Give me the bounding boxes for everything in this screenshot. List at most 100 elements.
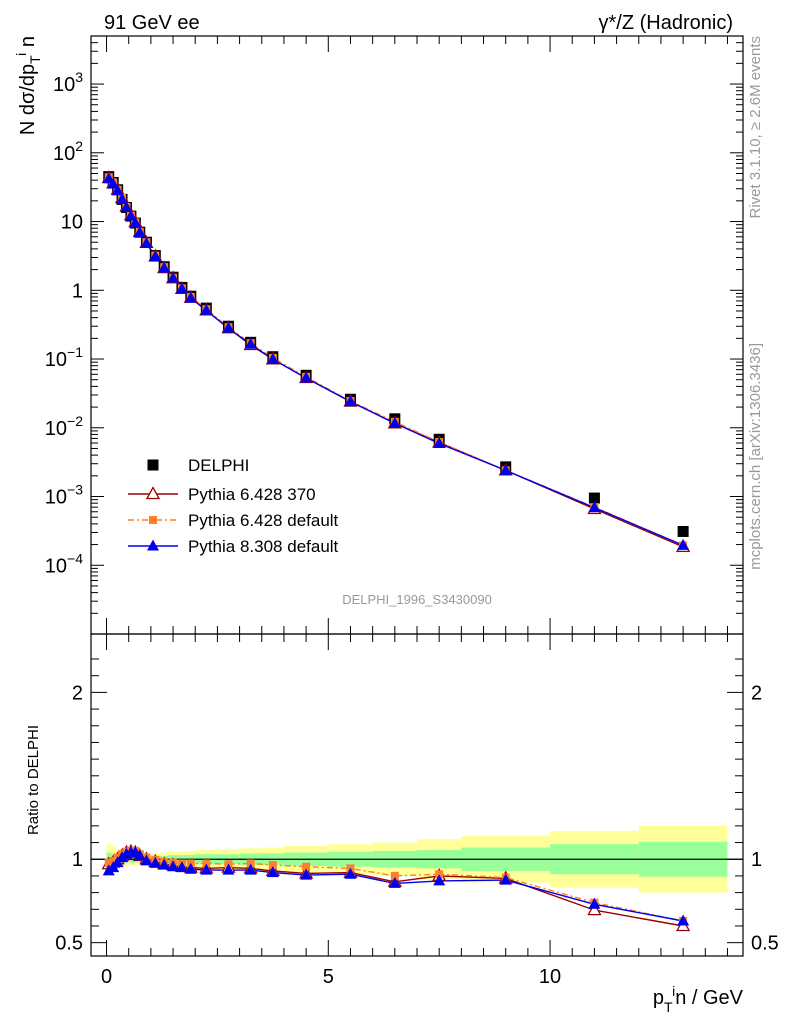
main-y-tick-label: 10 — [61, 212, 83, 234]
data-point — [677, 538, 690, 550]
legend: DELPHI Pythia 6.428 370 Pythia 6.428 defau… — [128, 456, 339, 556]
data-point — [222, 321, 235, 333]
data-point — [167, 271, 180, 283]
legend-label: Pythia 6.428 370 — [188, 485, 316, 504]
ratio-point — [300, 868, 313, 880]
x-tick-label: 5 — [323, 966, 334, 988]
data-point — [149, 250, 162, 262]
main-y-tick-label: 103 — [53, 69, 83, 96]
mcplots-label: mcplots.cern.ch [arXiv:1306.3436] — [747, 343, 764, 570]
tick-exponent: 3 — [75, 69, 83, 85]
tick-exponent: −2 — [67, 413, 83, 429]
ratio-point — [109, 856, 118, 865]
data-point — [124, 209, 137, 221]
data-point — [499, 463, 512, 475]
ratio-point — [588, 897, 601, 909]
tick-base: 10 — [53, 74, 75, 96]
data-point — [388, 416, 401, 428]
main-y-tick-label: 10−2 — [45, 413, 83, 440]
main-panel: DELPHI_1996_S3430090 10−410−310−210−1110… — [45, 35, 744, 635]
data-point — [266, 352, 279, 364]
ratio-point — [266, 866, 279, 878]
x-tick-label: 10 — [539, 966, 561, 988]
data-point — [588, 501, 601, 513]
ratio-point — [587, 902, 602, 916]
data-point — [133, 226, 146, 238]
ratio-point — [677, 914, 690, 926]
tick-base: 10 — [45, 418, 67, 440]
ratio-point — [200, 863, 213, 875]
legend-label: Pythia 6.428 default — [188, 511, 339, 530]
tick-base: 10 — [45, 555, 67, 577]
analysis-watermark: DELPHI_1996_S3430090 — [342, 592, 492, 607]
data-point — [677, 525, 689, 537]
data-point — [184, 291, 197, 303]
ratio-point — [184, 862, 197, 874]
main-y-tick-label: 10−4 — [45, 550, 83, 577]
x-tick-label: 0 — [101, 966, 112, 988]
legend-label: Pythia 8.308 default — [188, 537, 339, 556]
ratio-frame — [90, 633, 744, 957]
data-point — [200, 303, 213, 315]
ratio-point — [222, 863, 235, 875]
main-y-tick-label: 10−3 — [45, 482, 83, 509]
tick-exponent: −3 — [67, 482, 83, 498]
ratio-axes: 0 5 10 0.5 0.5 1 1 2 2 — [55, 634, 779, 988]
ratio-y-tick-label-left: 0.5 — [55, 933, 83, 955]
ratio-y-tick-label-right: 0.5 — [751, 933, 779, 955]
header-left: 91 GeV ee — [104, 12, 200, 34]
data-point — [107, 177, 120, 189]
data-point — [158, 261, 171, 273]
ratio-y-tick-label-left: 2 — [72, 682, 83, 704]
ratio-point — [244, 863, 257, 875]
rivet-version-label: Rivet 3.1.10, ≥ 2.6M events — [747, 36, 764, 219]
tick-base: 10 — [45, 487, 67, 509]
ratio-markers-2 — [102, 846, 690, 926]
ratio-point — [149, 856, 162, 868]
legend-marker — [149, 516, 157, 524]
ratio-point — [390, 871, 399, 880]
tick-exponent: −1 — [67, 344, 83, 360]
x-axis-label: pTin / GeV — [653, 983, 744, 1015]
main-y-tick-label: 10−1 — [45, 344, 83, 371]
data-point — [300, 371, 313, 383]
ratio-point — [158, 858, 171, 870]
legend-marker — [145, 486, 161, 500]
ratio-point — [388, 876, 401, 888]
ratio-point — [202, 859, 211, 868]
main-y-tick-label: 1 — [72, 280, 83, 302]
ratio-point — [435, 870, 444, 879]
ratio-point — [140, 854, 153, 866]
legend-marker — [147, 459, 159, 471]
data-point — [344, 395, 357, 407]
data-point — [116, 192, 129, 204]
tick-base: 10 — [61, 212, 83, 234]
ratio-point — [499, 873, 512, 885]
tick-base: 1 — [72, 280, 83, 302]
data-point — [433, 437, 446, 449]
ratio-point — [246, 859, 255, 868]
ratio-point — [302, 862, 311, 871]
ratio-point — [344, 867, 357, 879]
tick-base: 10 — [45, 349, 67, 371]
main-y-axis-label: N dσ/dpTi n — [13, 36, 43, 135]
ratio-point — [433, 874, 446, 886]
ratio-y-tick-label-right: 1 — [751, 849, 762, 871]
data-point — [140, 236, 153, 248]
ratio-series — [101, 843, 691, 932]
ratio-point — [133, 849, 146, 861]
tick-exponent: −4 — [67, 550, 83, 566]
ratio-point — [167, 860, 180, 872]
tick-base: 10 — [53, 143, 75, 165]
data-point — [244, 337, 257, 349]
main-series — [101, 170, 691, 553]
ratio-point — [268, 861, 277, 870]
ratio-y-tick-label-right: 2 — [751, 682, 762, 704]
ratio-y-axis-label: Ratio to DELPHI — [25, 725, 42, 835]
data-point — [588, 492, 600, 504]
header-right: γ*/Z (Hadronic) — [599, 12, 733, 34]
ratio-point — [175, 861, 188, 873]
legend-marker — [147, 539, 159, 551]
